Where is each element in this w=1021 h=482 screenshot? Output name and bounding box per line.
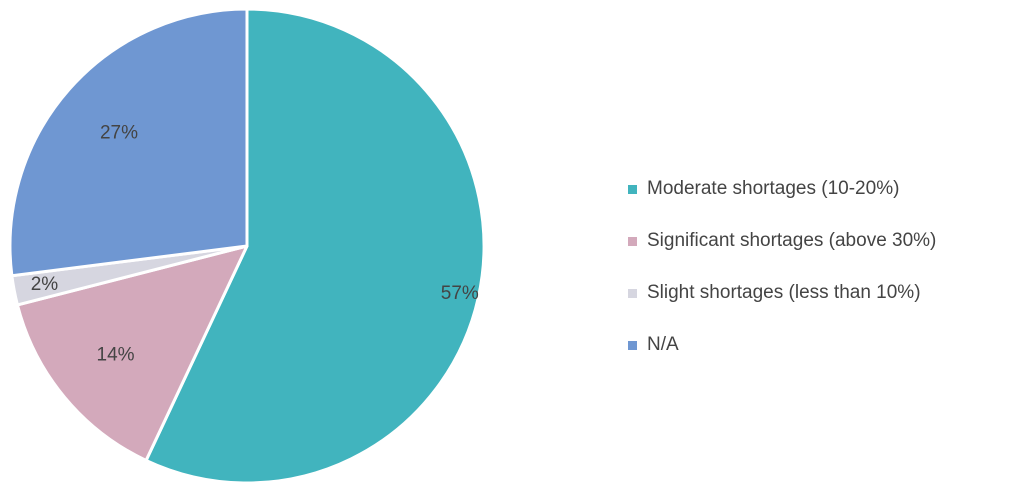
legend-label-significant-shortages: Significant shortages (above 30%) [647, 230, 937, 251]
pie-slice-moderate-shortages [144, 7, 486, 482]
legend-label-na: N/A [647, 334, 679, 355]
pie-slice-label-slight-shortages: 2% [31, 274, 59, 295]
legend-item-slight-shortages: Slight shortages (less than 10%) [628, 276, 936, 310]
legend-swatch-moderate-shortages [628, 184, 637, 194]
legend-item-na: N/A [628, 328, 936, 362]
legend: Moderate shortages (10-20%) Significant … [628, 172, 936, 380]
legend-item-significant-shortages: Significant shortages (above 30%) [628, 224, 936, 258]
legend-swatch-na [628, 340, 637, 350]
legend-label-moderate-shortages: Moderate shortages (10-20%) [647, 178, 900, 199]
legend-item-moderate-shortages: Moderate shortages (10-20%) [628, 172, 936, 206]
pie-slice-label-moderate-shortages: 57% [441, 283, 479, 304]
pie-slice-label-significant-shortages: 14% [97, 344, 135, 365]
pie-slice-significant-shortages [15, 244, 249, 462]
pie-slice-label-na: 27% [100, 123, 138, 144]
legend-swatch-significant-shortages [628, 236, 637, 246]
pie-slice-na [8, 7, 249, 278]
legend-swatch-slight-shortages [628, 288, 637, 298]
legend-label-slight-shortages: Slight shortages (less than 10%) [647, 282, 921, 303]
